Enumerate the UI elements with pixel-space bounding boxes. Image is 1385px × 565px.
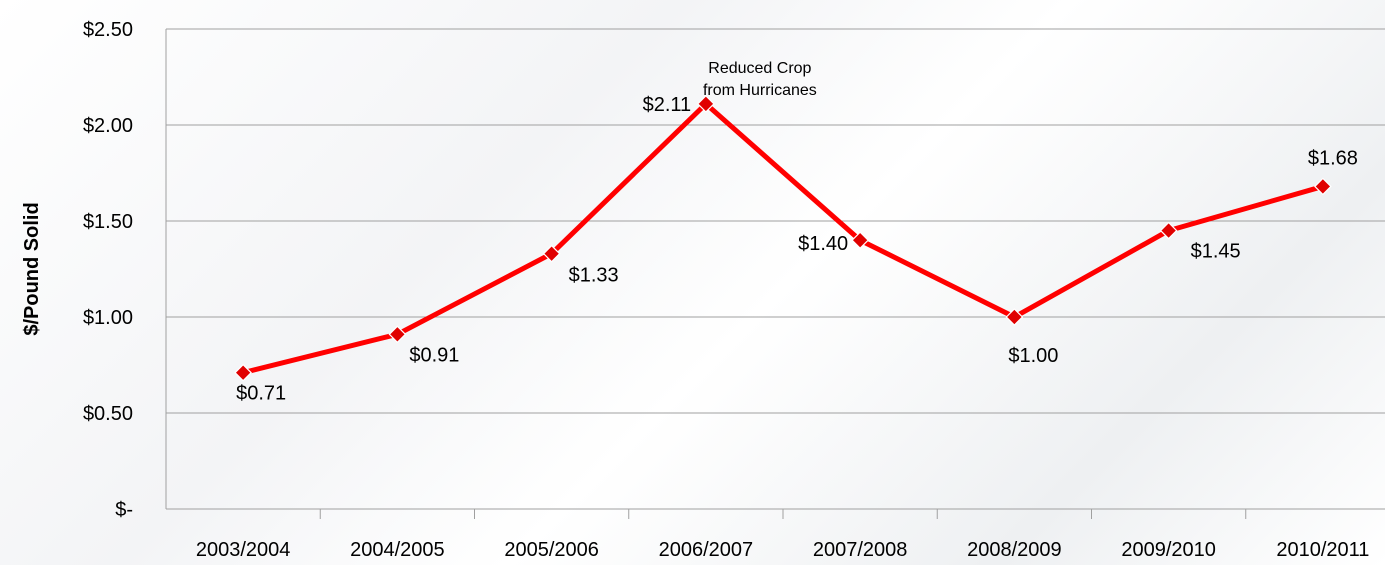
x-axis-ticks: 2003/2004 2004/2005 2005/2006 2006/2007 2007… xyxy=(196,539,1370,561)
data-label: $0.91 xyxy=(409,344,459,366)
gridlines xyxy=(165,28,1385,519)
x-tick-label: 2006/2007 xyxy=(659,539,754,561)
y-tick-label: $2.50 xyxy=(83,19,133,41)
data-point-marker xyxy=(1159,221,1178,240)
x-tick-label: 2009/2010 xyxy=(1121,539,1216,561)
data-labels: $0.71 $0.91 $1.33 $2.11 $1.40 $1.00 $1.45 $1.68 xyxy=(236,94,1358,405)
data-point-marker xyxy=(697,95,715,113)
annotation-text: Reduced Crop xyxy=(708,60,811,77)
y-tick-label: $1.50 xyxy=(83,211,133,233)
y-tick-label: $0.50 xyxy=(83,403,133,425)
data-point-marker xyxy=(851,231,869,250)
data-label: $2.11 xyxy=(643,94,692,116)
data-label: $1.33 xyxy=(569,265,619,287)
data-label: $1.40 xyxy=(798,233,848,255)
data-markers xyxy=(234,95,1332,382)
data-label: $1.45 xyxy=(1191,241,1241,263)
data-point-marker xyxy=(1005,308,1024,326)
y-axis-label: $/Pound Solid xyxy=(21,202,43,335)
x-tick-label: 2005/2006 xyxy=(504,539,599,561)
series-line-path xyxy=(242,101,1324,376)
x-tick-label: 2007/2008 xyxy=(813,539,908,561)
data-label: $1.68 xyxy=(1308,147,1358,169)
data-point-marker xyxy=(542,244,561,263)
x-tick-label: 2010/2011 xyxy=(1276,539,1369,561)
y-axis-ticks: $- $0.50 $1.00 $1.50 $2.00 $2.50 xyxy=(83,19,133,521)
data-point-marker xyxy=(1314,177,1332,196)
data-point-marker xyxy=(234,363,252,382)
y-tick-label: $1.00 xyxy=(83,307,133,329)
data-label: $1.00 xyxy=(1008,345,1058,367)
x-tick-label: 2004/2005 xyxy=(350,539,445,561)
data-point-marker xyxy=(388,325,407,344)
y-tick-label: $- xyxy=(115,499,133,521)
series-line xyxy=(242,101,1324,376)
x-tick-label: 2003/2004 xyxy=(196,539,291,561)
x-tick-label: 2008/2009 xyxy=(967,539,1062,561)
annotation: Reduced Crop from Hurricanes xyxy=(703,60,817,99)
y-tick-label: $2.00 xyxy=(83,115,133,137)
data-label: $0.71 xyxy=(236,383,286,405)
annotation-text: from Hurricanes xyxy=(703,82,817,99)
